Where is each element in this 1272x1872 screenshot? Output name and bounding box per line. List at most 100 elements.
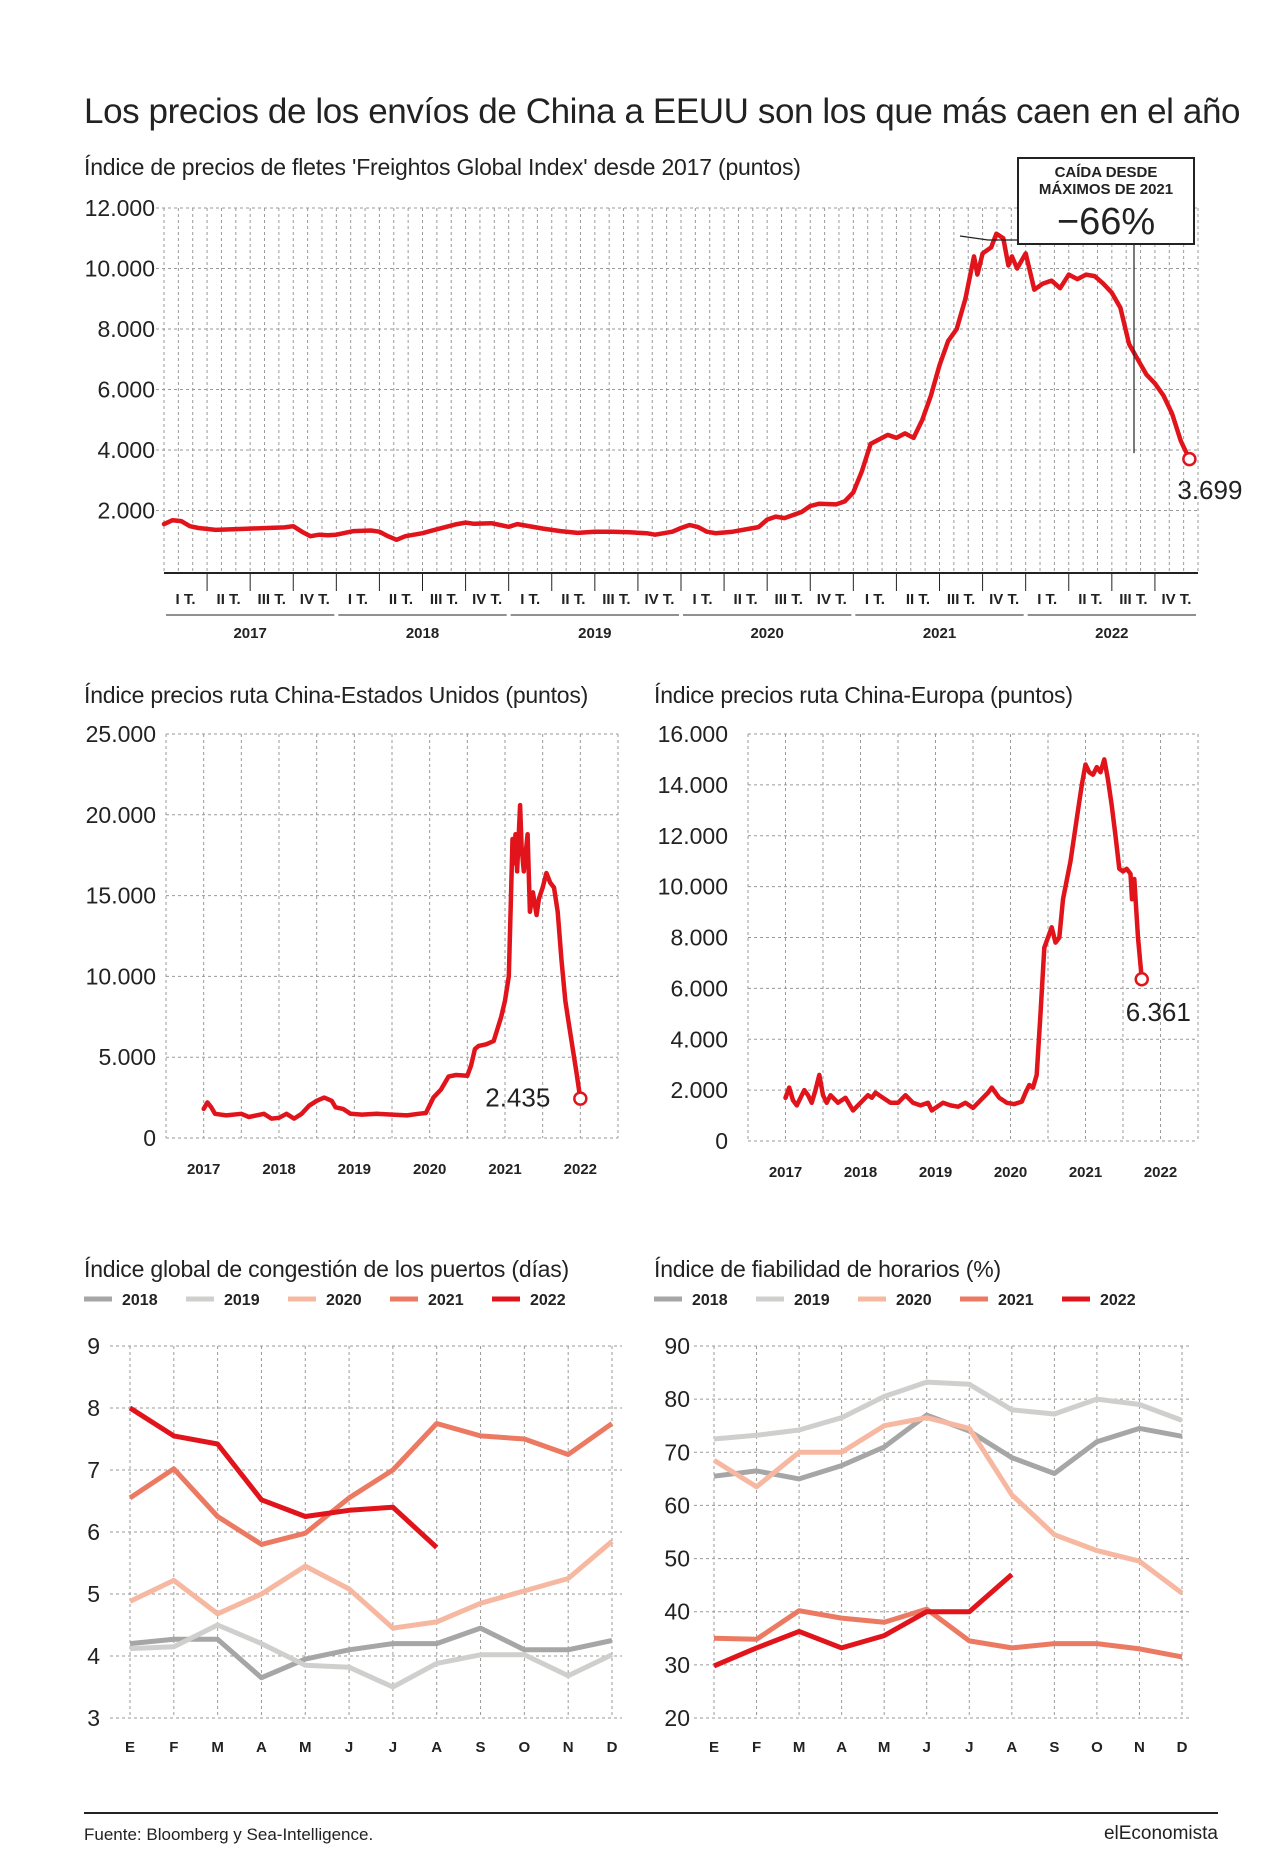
congestion-ytick-label: 9: [87, 1333, 100, 1359]
reliability-month-label: D: [1177, 1739, 1188, 1756]
congestion-month-label: O: [519, 1739, 531, 1756]
reliability-month-label: F: [752, 1739, 761, 1756]
congestion-series-2021: [128, 1421, 614, 1547]
fbx-quarter-label: IV T.: [300, 591, 330, 608]
reliability-chart-title: Índice de fiabilidad de horarios (%): [654, 1256, 1001, 1282]
cn-eu-year-label: 2021: [1069, 1164, 1102, 1181]
fbx-quarter-label: I T.: [865, 591, 885, 608]
fbx-quarter-label: II T.: [561, 591, 585, 608]
congestion-month-label: F: [169, 1739, 178, 1756]
congestion-legend-label: 2019: [224, 1292, 260, 1309]
reliability-legend-label: 2022: [1100, 1292, 1136, 1309]
cn-us-year-label: 2018: [262, 1161, 295, 1178]
congestion-chart-title: Índice global de congestión de los puert…: [84, 1256, 570, 1282]
reliability-chart: 2018 2019 2020 2021 2022 20 30 40 50 60 70 80 90 E F M A…: [654, 1292, 1192, 1756]
cn-us-end-marker: [573, 1091, 588, 1106]
fbx-ytick-label: 2.000: [97, 498, 155, 524]
fbx-quarter-label: II T.: [389, 591, 413, 608]
fbx-quarter-label: IV T.: [1161, 591, 1191, 608]
fbx-ytick-label: 4.000: [97, 437, 155, 463]
cn-eu-ytick-label: 6.000: [670, 975, 728, 1001]
cn-eu-ytick-label: 2.000: [670, 1077, 728, 1103]
congestion-ytick-label: 4: [87, 1643, 100, 1669]
fbx-ytick-label: 8.000: [97, 316, 155, 342]
reliability-series-2022: [713, 1572, 1014, 1669]
cn-eu-series-line: [783, 757, 1145, 1113]
cn-eu-ytick-label: 0: [715, 1128, 728, 1154]
fbx-quarter-label: III T.: [1119, 591, 1147, 608]
reliability-month-label: J: [923, 1739, 931, 1756]
fbx-year-label: 2019: [578, 625, 611, 642]
cn-us-ytick-label: 10.000: [86, 963, 156, 989]
fbx-quarter-label: II T.: [217, 591, 241, 608]
cn-eu-year-label: 2019: [919, 1164, 952, 1181]
reliability-ytick-label: 30: [664, 1652, 690, 1678]
cn-eu-end-marker: [1134, 971, 1149, 987]
reliability-month-label: J: [965, 1739, 973, 1756]
congestion-month-label: D: [607, 1739, 618, 1756]
congestion-month-label: M: [211, 1739, 224, 1756]
reliability-legend-label: 2019: [794, 1292, 830, 1309]
cn-eu-ytick-label: 16.000: [658, 721, 728, 747]
cn-eu-chart: 0 2.000 4.000 6.000 8.000 10.000 12.000 14.000 1…: [658, 721, 1199, 1181]
cn-eu-year-label: 2020: [994, 1164, 1027, 1181]
fbx-quarter-label: IV T.: [817, 591, 847, 608]
congestion-ytick-label: 3: [87, 1705, 100, 1731]
congestion-legend-label: 2020: [326, 1292, 362, 1309]
reliability-month-label: A: [836, 1739, 847, 1756]
cn-eu-ytick-label: 12.000: [658, 823, 728, 849]
cn-us-ytick-label: 25.000: [86, 721, 156, 747]
congestion-month-label: M: [299, 1739, 312, 1756]
reliability-ytick-label: 90: [664, 1333, 690, 1359]
congestion-chart: 2018 2019 2020 2021 2022 3 4 5 6 7 8 9 E F M A M J J A S O N D: [84, 1292, 622, 1756]
cn-us-ytick-label: 0: [143, 1125, 156, 1151]
congestion-ytick-label: 6: [87, 1519, 100, 1545]
footer-divider: [84, 1812, 1218, 1814]
congestion-month-label: A: [431, 1739, 442, 1756]
fbx-ytick-label: 12.000: [85, 195, 155, 221]
fbx-quarter-label: I T.: [520, 591, 540, 608]
reliability-ytick-label: 40: [664, 1599, 690, 1625]
brand-logo: elEconomista: [1103, 1823, 1218, 1844]
reliability-month-label: E: [709, 1739, 719, 1756]
reliability-month-label: M: [878, 1739, 891, 1756]
congestion-series-2018: [129, 1625, 613, 1681]
fbx-chart: 2.000 4.000 6.000 8.000 10.000 12.000 I T. II T…: [85, 157, 1242, 642]
callout-line1: CAÍDA DESDE: [1055, 164, 1158, 181]
fbx-quarter-label: II T.: [1078, 591, 1102, 608]
fbx-ytick-label: 10.000: [85, 256, 155, 282]
reliability-month-label: S: [1049, 1739, 1059, 1756]
reliability-month-label: N: [1134, 1739, 1145, 1756]
cn-eu-ytick-label: 8.000: [670, 925, 728, 951]
cn-us-chart: 0 5.000 10.000 15.000 20.000 25.000 2017 2018 20…: [86, 721, 619, 1178]
source-note: Fuente: Bloomberg y Sea-Intelligence.: [84, 1825, 374, 1844]
cn-eu-year-label: 2018: [844, 1164, 877, 1181]
reliability-ytick-label: 20: [664, 1705, 690, 1731]
fbx-series-line: [161, 231, 1192, 543]
fbx-chart-title: Índice de precios de fletes 'Freightos G…: [84, 154, 801, 180]
cn-us-ytick-label: 5.000: [98, 1044, 156, 1070]
congestion-month-label: S: [476, 1739, 486, 1756]
congestion-ytick-label: 8: [87, 1395, 100, 1421]
cn-eu-chart-title: Índice precios ruta China-Europa (puntos…: [654, 682, 1073, 708]
cn-eu-end-label: 6.361: [1126, 997, 1191, 1027]
fbx-year-label: 2022: [1095, 625, 1128, 642]
cn-us-year-label: 2022: [564, 1161, 597, 1178]
fbx-end-marker: [1182, 451, 1197, 467]
congestion-legend-label: 2022: [530, 1292, 566, 1309]
fbx-end-label: 3.699: [1177, 475, 1242, 505]
cn-us-chart-title: Índice precios ruta China-Estados Unidos…: [84, 682, 589, 708]
fbx-quarter-label: III T.: [430, 591, 458, 608]
reliability-legend-label: 2021: [998, 1292, 1034, 1309]
fbx-quarter-label: I T.: [176, 591, 196, 608]
fbx-quarter-label: II T.: [734, 591, 758, 608]
callout-box: [1017, 157, 1195, 245]
congestion-ytick-label: 5: [87, 1581, 100, 1607]
callout-line2: MÁXIMOS DE 2021: [1039, 181, 1173, 198]
reliability-series-2020: [712, 1415, 1184, 1596]
reliability-ytick-label: 60: [664, 1492, 690, 1518]
congestion-month-label: J: [345, 1739, 353, 1756]
reliability-series-2021: [713, 1606, 1183, 1660]
fbx-quarter-label: I T.: [1037, 591, 1057, 608]
congestion-ytick-label: 7: [87, 1457, 100, 1483]
